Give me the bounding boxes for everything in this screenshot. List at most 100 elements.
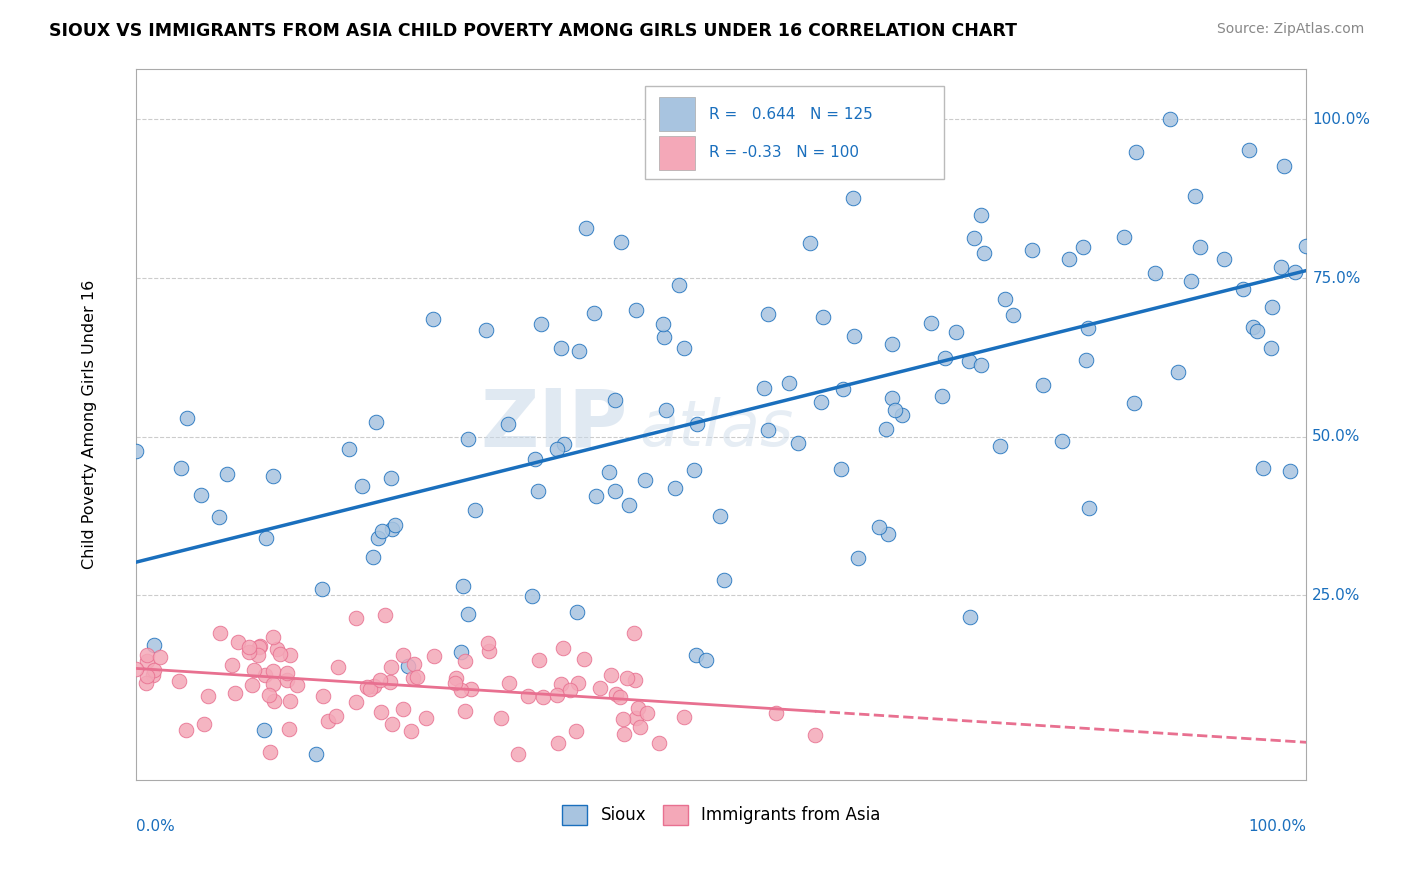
Text: Child Poverty Among Girls Under 16: Child Poverty Among Girls Under 16 [82, 279, 97, 569]
Point [1232, 282, 1254, 296]
Point [477, 636, 499, 650]
Point [585, 489, 607, 503]
Point [882, 391, 904, 405]
Point [380, 471, 402, 485]
Text: 0.0%: 0.0% [136, 819, 176, 834]
Point [634, 473, 657, 487]
Point [402, 671, 425, 685]
Point [589, 681, 612, 695]
Point [249, 640, 271, 655]
Point [1189, 240, 1212, 254]
Point [143, 638, 166, 652]
Point [1032, 378, 1054, 392]
Point [695, 653, 717, 667]
Point [799, 235, 821, 250]
Point [224, 685, 246, 699]
Point [908, 153, 931, 167]
Point [277, 722, 299, 736]
Point [176, 411, 198, 425]
Point [312, 689, 335, 703]
Point [598, 465, 620, 479]
Point [877, 527, 900, 541]
Point [464, 503, 486, 517]
Point [1002, 309, 1025, 323]
Point [524, 452, 547, 467]
Point [125, 662, 148, 676]
Point [546, 688, 568, 702]
Point [457, 607, 479, 622]
Point [240, 678, 263, 692]
Point [366, 415, 388, 429]
Point [891, 408, 914, 422]
Text: Source: ZipAtlas.com: Source: ZipAtlas.com [1216, 22, 1364, 37]
Point [568, 343, 591, 358]
Point [994, 292, 1017, 306]
Point [804, 728, 827, 742]
Point [830, 462, 852, 476]
Point [380, 675, 402, 690]
Point [652, 330, 675, 344]
Point [142, 667, 165, 681]
Point [970, 208, 993, 222]
Point [756, 423, 779, 437]
Point [380, 660, 402, 674]
Point [262, 468, 284, 483]
Point [406, 670, 429, 684]
Point [553, 436, 575, 450]
Point [628, 720, 651, 734]
Point [135, 653, 157, 667]
Point [215, 467, 238, 482]
Point [605, 483, 627, 498]
Point [1260, 341, 1282, 355]
Point [496, 417, 519, 431]
Point [527, 653, 550, 667]
Point [276, 666, 298, 681]
Point [1077, 321, 1099, 335]
Point [506, 747, 529, 762]
Point [868, 520, 890, 534]
Point [605, 687, 627, 701]
Point [1112, 229, 1135, 244]
Point [478, 644, 501, 658]
Point [626, 711, 648, 725]
Point [243, 663, 266, 677]
Point [627, 700, 650, 714]
Point [149, 650, 172, 665]
FancyBboxPatch shape [659, 136, 695, 169]
Point [326, 660, 349, 674]
Point [460, 681, 482, 696]
Point [193, 716, 215, 731]
Point [778, 376, 800, 390]
Point [531, 690, 554, 705]
Point [1071, 240, 1094, 254]
Point [668, 277, 690, 292]
Point [565, 723, 588, 738]
Point [1057, 252, 1080, 267]
Point [963, 231, 986, 245]
Point [844, 329, 866, 343]
Point [238, 645, 260, 659]
Point [305, 747, 328, 762]
Point [489, 711, 512, 725]
Point [125, 444, 148, 458]
Point [617, 498, 640, 512]
Point [316, 714, 339, 728]
Point [363, 679, 385, 693]
Point [142, 663, 165, 677]
Point [1212, 252, 1234, 266]
Text: 100.0%: 100.0% [1312, 112, 1371, 127]
FancyBboxPatch shape [645, 87, 943, 178]
Point [1167, 365, 1189, 379]
Point [259, 745, 281, 759]
Point [685, 648, 707, 662]
Point [450, 645, 472, 659]
Point [359, 681, 381, 696]
Text: R = -0.33   N = 100: R = -0.33 N = 100 [709, 145, 859, 161]
Point [550, 677, 572, 691]
Point [616, 671, 638, 685]
Point [959, 609, 981, 624]
Point [970, 358, 993, 372]
Point [1125, 145, 1147, 159]
Point [713, 574, 735, 588]
Point [884, 403, 907, 417]
